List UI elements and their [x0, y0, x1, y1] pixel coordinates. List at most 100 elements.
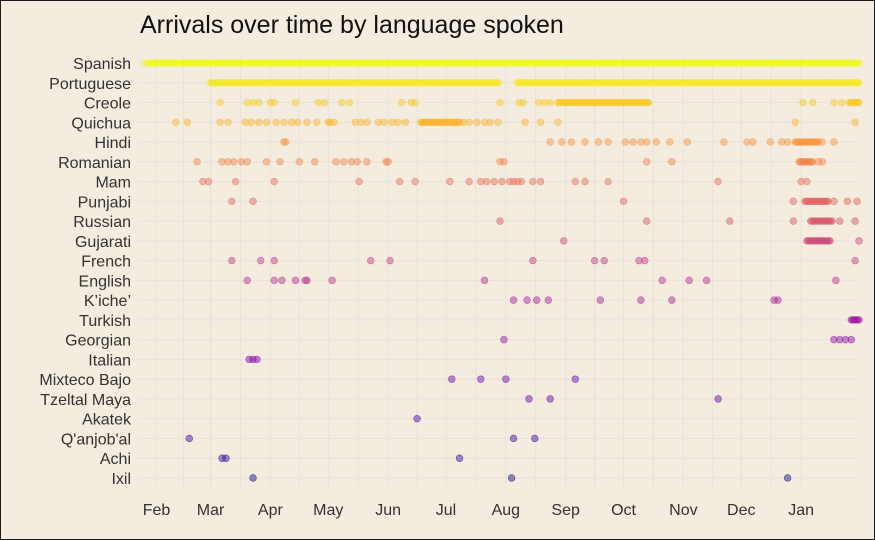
data-point — [459, 118, 468, 126]
data-point — [224, 158, 232, 166]
x-tick-label: Feb — [143, 502, 171, 519]
data-point — [714, 177, 722, 186]
data-point — [345, 98, 354, 107]
data-point — [480, 276, 489, 285]
data-point — [411, 177, 419, 186]
data-point — [388, 118, 396, 126]
data-point — [668, 158, 676, 166]
data-point — [243, 158, 251, 166]
data-point — [357, 118, 365, 126]
data-point — [809, 158, 817, 166]
y-tick-label: Akatek — [82, 412, 132, 429]
data-point — [783, 138, 792, 146]
data-point — [505, 177, 514, 186]
data-point — [380, 118, 388, 126]
data-point — [249, 355, 257, 364]
x-tick-label: Mar — [197, 502, 225, 519]
data-point — [546, 98, 554, 107]
data-point — [683, 138, 691, 146]
data-point — [604, 177, 612, 186]
data-point — [666, 138, 674, 146]
data-point — [245, 355, 253, 364]
data-point — [841, 335, 850, 344]
data-point — [480, 118, 489, 126]
data-point — [637, 296, 645, 304]
data-point — [604, 138, 612, 146]
data-point — [855, 237, 863, 245]
data-point — [473, 118, 481, 126]
data-point — [448, 375, 456, 383]
y-tick-label: Romanian — [58, 155, 131, 172]
data-point — [600, 256, 608, 265]
data-point — [216, 98, 224, 107]
data-point — [247, 118, 255, 126]
data-point — [847, 335, 855, 344]
x-tick-label: Jun — [375, 502, 401, 519]
data-point — [490, 177, 498, 186]
data-point — [230, 158, 238, 166]
data-point — [581, 138, 589, 146]
data-point — [521, 118, 529, 126]
data-point — [255, 98, 263, 107]
data-point — [270, 276, 278, 285]
data-point — [332, 158, 340, 166]
data-point — [536, 177, 545, 186]
y-tick-label: Gujarati — [75, 234, 131, 251]
data-point — [853, 197, 861, 206]
data-point — [222, 454, 230, 462]
data-point — [172, 118, 180, 126]
data-point — [477, 177, 485, 186]
data-point — [446, 177, 454, 186]
data-point — [253, 355, 261, 364]
data-point — [243, 98, 251, 107]
data-point — [818, 138, 827, 146]
data-point — [621, 138, 630, 146]
data-point — [270, 98, 278, 107]
data-point — [500, 335, 508, 344]
data-point — [291, 276, 300, 285]
data-point — [320, 98, 329, 107]
data-point — [397, 98, 406, 107]
data-point — [494, 118, 502, 126]
x-tick-label: Aug — [492, 502, 520, 519]
data-point — [328, 276, 336, 285]
data-point — [496, 217, 504, 225]
data-point — [855, 79, 863, 87]
data-point — [278, 276, 286, 285]
data-point — [766, 138, 774, 146]
data-point — [413, 414, 421, 423]
data-point — [249, 474, 257, 482]
data-point — [231, 177, 240, 186]
data-point — [228, 256, 236, 265]
x-tick-label: Dec — [727, 502, 755, 519]
data-point — [546, 138, 554, 146]
y-tick-label: Ixil — [111, 471, 131, 488]
data-point — [218, 158, 226, 166]
data-point — [529, 256, 537, 265]
data-point — [498, 177, 506, 186]
data-point — [770, 296, 778, 304]
x-tick-label: Sep — [551, 502, 580, 519]
y-tick-label: Quichua — [71, 115, 131, 132]
y-tick-label: Tzeltal Maya — [40, 392, 131, 409]
y-tick-label: Creole — [84, 96, 131, 113]
y-tick-label: French — [81, 254, 131, 271]
data-point — [141, 59, 149, 67]
data-point — [544, 296, 552, 304]
x-tick-label: Apr — [258, 502, 284, 519]
data-point — [509, 296, 518, 304]
data-point — [855, 98, 863, 107]
data-point — [808, 98, 817, 107]
data-point — [276, 158, 284, 166]
grid — [137, 53, 859, 488]
data-point — [312, 118, 321, 126]
data-point — [262, 118, 271, 126]
data-point — [789, 197, 798, 206]
data-point — [185, 434, 194, 443]
x-tick-label: May — [313, 502, 343, 519]
x-axis-labels: Feb Mar Apr May Jun Jul Aug Sep Oct Nov Dec Jan — [143, 502, 814, 519]
data-point — [249, 98, 257, 107]
y-tick-label: Portuguese — [49, 76, 131, 93]
y-tick-label: English — [79, 273, 131, 290]
data-point — [237, 158, 246, 166]
